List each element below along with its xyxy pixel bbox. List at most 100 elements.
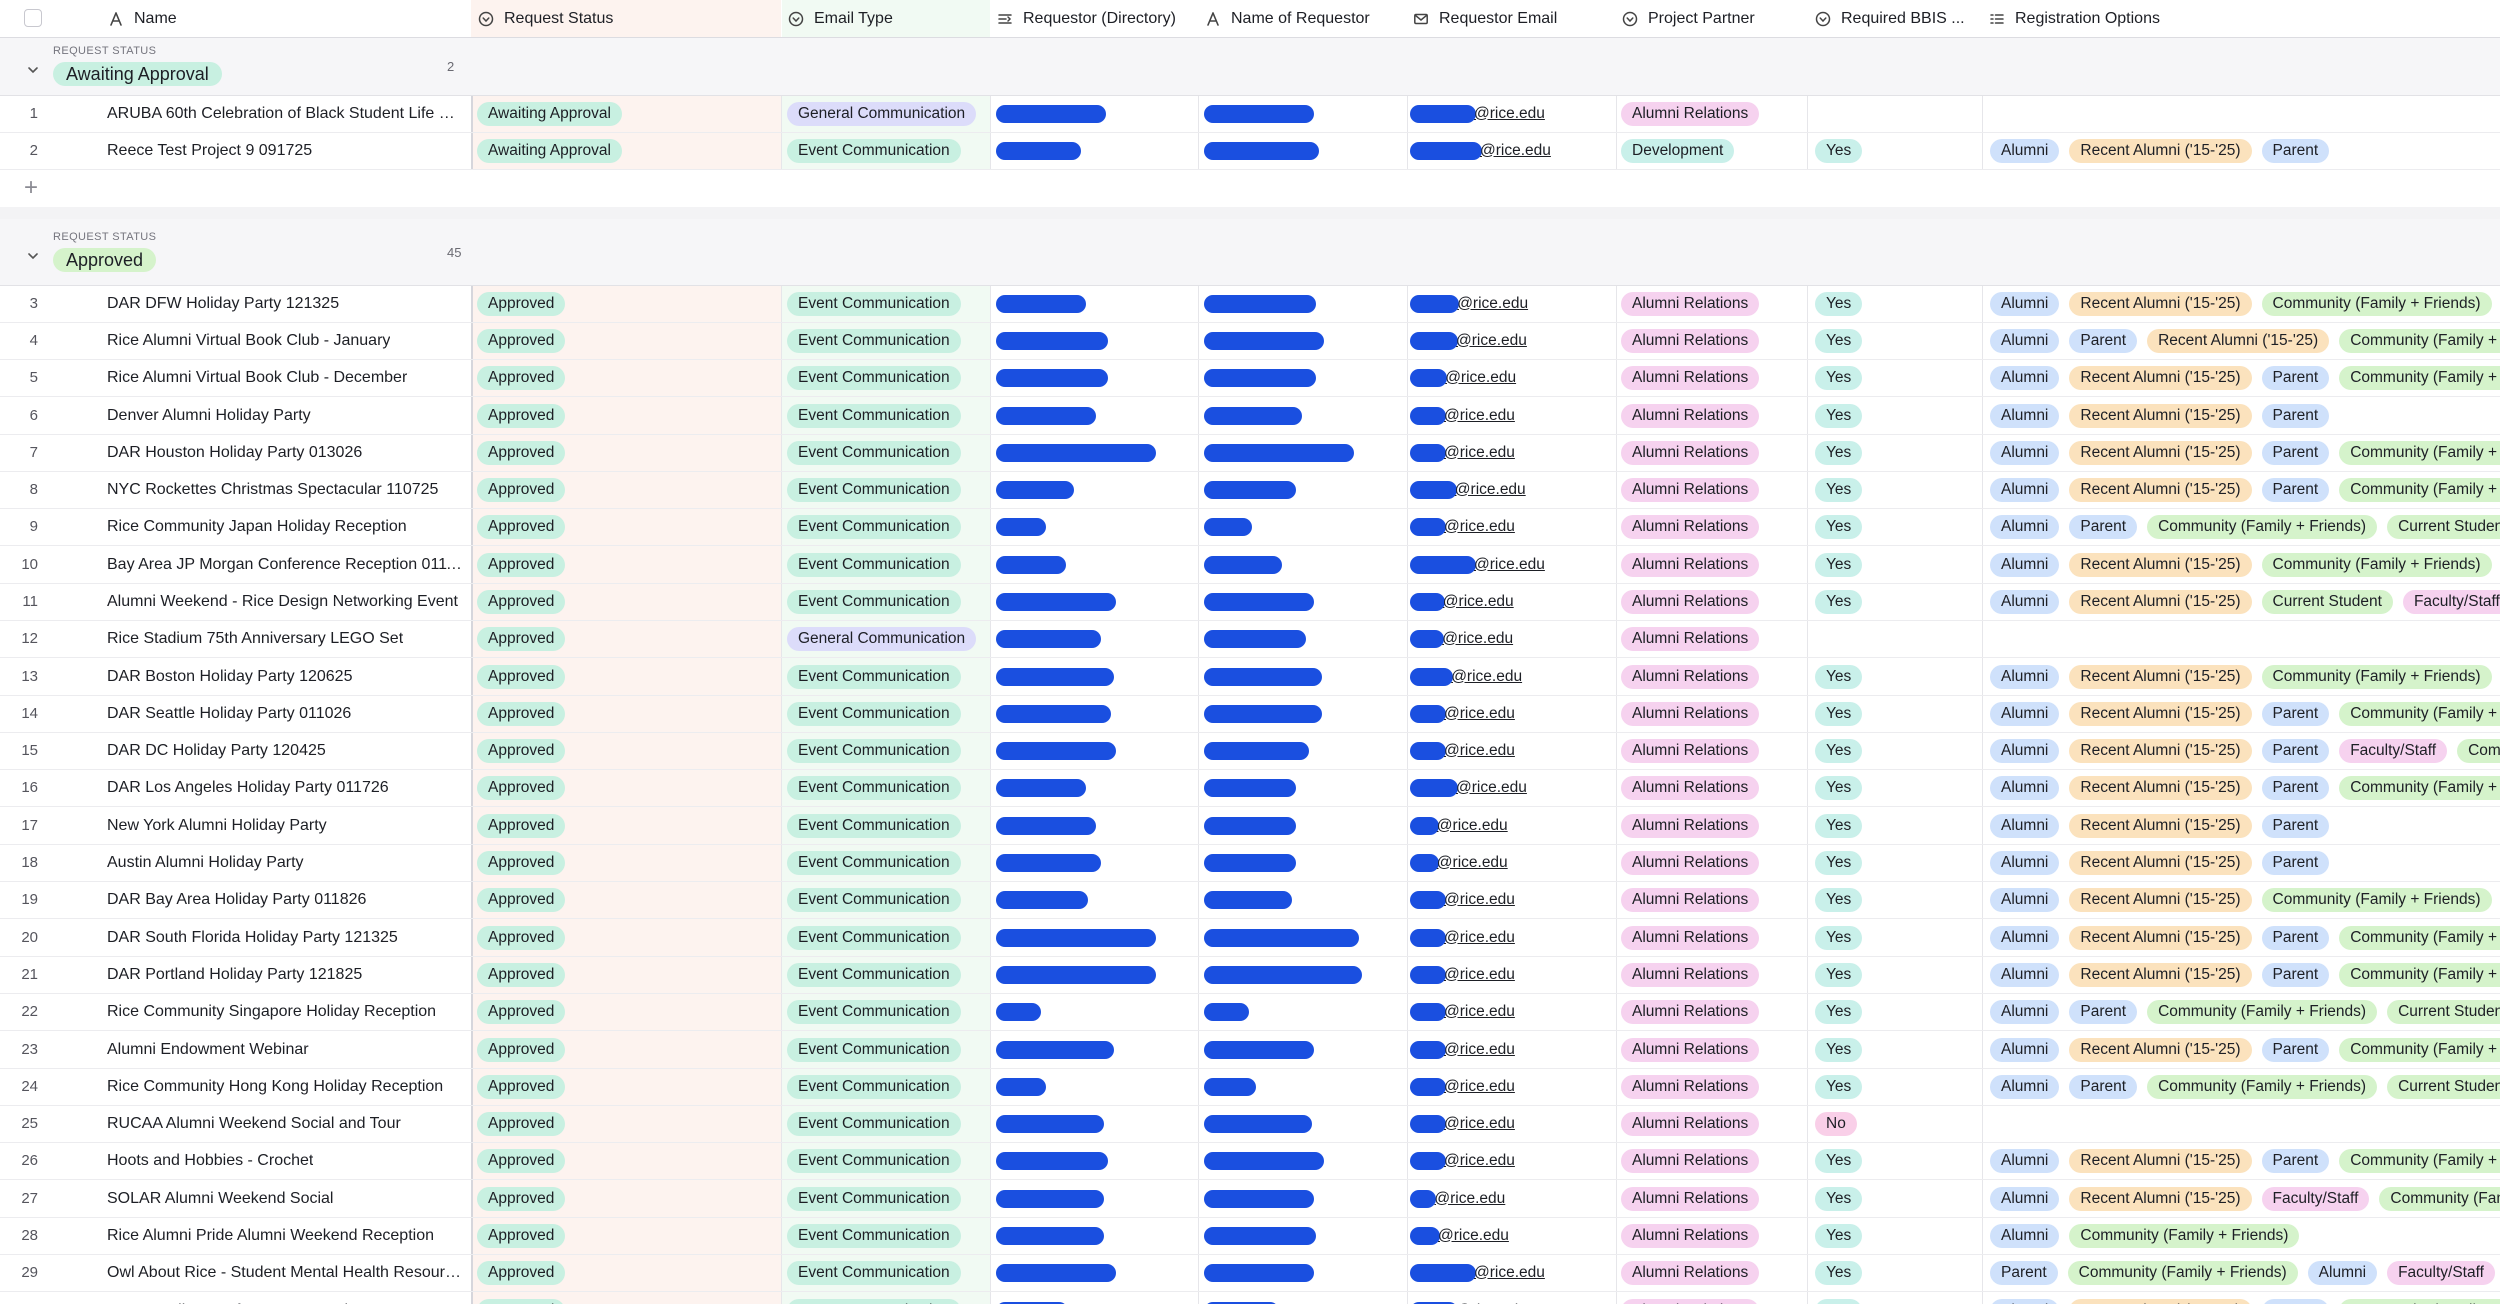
project-partner-cell[interactable]: Alumni Relations — [1621, 658, 1806, 695]
requestor-name-cell[interactable] — [1204, 732, 1404, 769]
record-name[interactable]: DAR DC Holiday Party 120425 — [107, 732, 462, 769]
registration-options-cell[interactable]: Alumni Recent Alumni ('15-'25) Community (… — [1990, 658, 2500, 695]
email-type-cell[interactable]: Event Communication — [787, 132, 987, 169]
required-bbis-cell[interactable] — [1815, 620, 1980, 657]
column-header-required-bbis[interactable]: Required BBIS ... — [1814, 0, 1979, 37]
table-row[interactable]: 23 Alumni Endowment Webinar Approved Event … — [0, 1031, 2500, 1069]
table-row[interactable]: 16 DAR Los Angeles Holiday Party 011726 Ap… — [0, 769, 2500, 807]
email-type-cell[interactable]: Event Communication — [787, 919, 987, 956]
request-status-cell[interactable]: Approved — [477, 881, 777, 918]
project-partner-cell[interactable]: Alumni Relations — [1621, 769, 1806, 806]
project-partner-cell[interactable]: Alumni Relations — [1621, 993, 1806, 1030]
requestor-name-cell[interactable] — [1204, 546, 1404, 583]
registration-options-cell[interactable] — [1990, 1105, 2500, 1142]
record-name[interactable]: DAR Los Angeles Holiday Party 011726 — [107, 769, 462, 806]
registration-options-cell[interactable]: Alumni Recent Alumni ('15-'25) Community (… — [1990, 285, 2500, 322]
requestor-email-cell[interactable]: @rice.edu — [1410, 95, 1610, 132]
column-header-requestor-directory[interactable]: Requestor (Directory) — [996, 0, 1196, 37]
table-row[interactable]: 7 DAR Houston Holiday Party 013026 Approve… — [0, 434, 2500, 472]
table-row[interactable]: 11 Alumni Weekend - Rice Design Networkin… — [0, 583, 2500, 621]
registration-options-cell[interactable]: Alumni Recent Alumni ('15-'25) Community (… — [1990, 881, 2500, 918]
requestor-email-cell[interactable]: @rice.edu — [1410, 658, 1610, 695]
required-bbis-cell[interactable]: Yes — [1815, 397, 1980, 434]
registration-options-cell[interactable]: Alumni Recent Alumni ('15-'25) Parent Commu… — [1990, 1292, 2500, 1304]
record-name[interactable]: Rice Community Singapore Holiday Recepti… — [107, 993, 462, 1030]
project-partner-cell[interactable]: Alumni Relations — [1621, 844, 1806, 881]
column-header-request-status[interactable]: Request Status — [471, 0, 781, 37]
requestor-name-cell[interactable] — [1204, 434, 1404, 471]
column-header-requestor-email[interactable]: Requestor Email — [1412, 0, 1612, 37]
chevron-down-icon[interactable] — [26, 249, 40, 263]
email-link[interactable]: @rice.edu — [1410, 778, 1527, 797]
record-name[interactable]: Rice Alumni Pride Alumni Weekend Recepti… — [107, 1217, 462, 1254]
requestor-email-cell[interactable]: @rice.edu — [1410, 359, 1610, 396]
registration-options-cell[interactable]: Alumni Recent Alumni ('15-'25) Parent Commu… — [1990, 434, 2500, 471]
project-partner-cell[interactable]: Alumni Relations — [1621, 546, 1806, 583]
record-name[interactable]: Alumni Weekend - Rice Design Networking … — [107, 583, 462, 620]
required-bbis-cell[interactable]: Yes — [1815, 1068, 1980, 1105]
required-bbis-cell[interactable]: Yes — [1815, 993, 1980, 1030]
email-link[interactable]: @rice.edu — [1410, 1077, 1515, 1096]
email-type-cell[interactable]: General Communication — [787, 95, 987, 132]
required-bbis-cell[interactable]: Yes — [1815, 695, 1980, 732]
group-header-awaiting-approval[interactable]: REQUEST STATUS Awaiting Approval 2 — [0, 37, 2500, 96]
request-status-cell[interactable]: Approved — [477, 285, 777, 322]
request-status-cell[interactable]: Awaiting Approval — [477, 95, 777, 132]
requestor-email-cell[interactable]: @rice.edu — [1410, 844, 1610, 881]
email-type-cell[interactable]: Event Communication — [787, 1180, 987, 1217]
requestor-name-cell[interactable] — [1204, 620, 1404, 657]
project-partner-cell[interactable]: Alumni Relations — [1621, 285, 1806, 322]
email-type-cell[interactable]: Event Communication — [787, 583, 987, 620]
requestor-email-cell[interactable]: @rice.edu — [1410, 397, 1610, 434]
requestor-directory-cell[interactable] — [996, 620, 1196, 657]
email-type-cell[interactable]: Event Communication — [787, 285, 987, 322]
required-bbis-cell[interactable]: Yes — [1815, 881, 1980, 918]
table-row[interactable]: 9 Rice Community Japan Holiday Reception A… — [0, 508, 2500, 546]
requestor-name-cell[interactable] — [1204, 583, 1404, 620]
table-row[interactable]: 2 Reece Test Project 9 091725 Awaiting App… — [0, 132, 2500, 170]
table-row[interactable]: 4 Rice Alumni Virtual Book Club - January… — [0, 322, 2500, 360]
requestor-directory-cell[interactable] — [996, 695, 1196, 732]
registration-options-cell[interactable]: Alumni Recent Alumni ('15-'25) Community (… — [1990, 546, 2500, 583]
table-row[interactable]: 12 Rice Stadium 75th Anniversary LEGO Set… — [0, 620, 2500, 658]
email-type-cell[interactable]: Event Communication — [787, 1217, 987, 1254]
requestor-directory-cell[interactable] — [996, 285, 1196, 322]
table-row[interactable]: 20 DAR South Florida Holiday Party 121325… — [0, 919, 2500, 957]
required-bbis-cell[interactable]: Yes — [1815, 1292, 1980, 1304]
requestor-email-cell[interactable]: @rice.edu — [1410, 881, 1610, 918]
requestor-directory-cell[interactable] — [996, 1068, 1196, 1105]
email-link[interactable]: @rice.edu — [1410, 1040, 1515, 1059]
email-link[interactable]: @rice.edu — [1410, 1151, 1515, 1170]
project-partner-cell[interactable]: Alumni Relations — [1621, 956, 1806, 993]
requestor-email-cell[interactable]: @rice.edu — [1410, 620, 1610, 657]
email-type-cell[interactable]: Event Communication — [787, 434, 987, 471]
table-row[interactable]: 30 TxA25 Dallas Conference Reception Appro… — [0, 1292, 2500, 1304]
request-status-cell[interactable]: Approved — [477, 434, 777, 471]
required-bbis-cell[interactable]: Yes — [1815, 658, 1980, 695]
requestor-name-cell[interactable] — [1204, 1254, 1404, 1291]
request-status-cell[interactable]: Approved — [477, 844, 777, 881]
table-row[interactable]: 3 DAR DFW Holiday Party 121325 Approved Eve… — [0, 285, 2500, 323]
required-bbis-cell[interactable] — [1815, 95, 1980, 132]
table-row[interactable]: 14 DAR Seattle Holiday Party 011026 Approv… — [0, 695, 2500, 733]
email-link[interactable]: @rice.edu — [1410, 331, 1527, 350]
requestor-directory-cell[interactable] — [996, 1217, 1196, 1254]
required-bbis-cell[interactable]: Yes — [1815, 1254, 1980, 1291]
table-row[interactable]: 27 SOLAR Alumni Weekend Social Approved Eve… — [0, 1180, 2500, 1218]
registration-options-cell[interactable]: Alumni Recent Alumni ('15-'25) Parent Commu… — [1990, 919, 2500, 956]
email-link[interactable]: @rice.edu — [1410, 704, 1515, 723]
required-bbis-cell[interactable]: Yes — [1815, 1180, 1980, 1217]
requestor-directory-cell[interactable] — [996, 1142, 1196, 1179]
request-status-cell[interactable]: Approved — [477, 1217, 777, 1254]
table-row[interactable]: 19 DAR Bay Area Holiday Party 011826 Appro… — [0, 881, 2500, 919]
request-status-cell[interactable]: Approved — [477, 1254, 777, 1291]
project-partner-cell[interactable]: Alumni Relations — [1621, 1031, 1806, 1068]
email-link[interactable]: @rice.edu — [1410, 853, 1508, 872]
project-partner-cell[interactable]: Alumni Relations — [1621, 1068, 1806, 1105]
project-partner-cell[interactable]: Alumni Relations — [1621, 1254, 1806, 1291]
requestor-name-cell[interactable] — [1204, 956, 1404, 993]
registration-options-cell[interactable] — [1990, 620, 2500, 657]
record-name[interactable]: Austin Alumni Holiday Party — [107, 844, 462, 881]
column-header-registration-options[interactable]: Registration Options — [1988, 0, 2498, 37]
project-partner-cell[interactable]: Alumni Relations — [1621, 1217, 1806, 1254]
